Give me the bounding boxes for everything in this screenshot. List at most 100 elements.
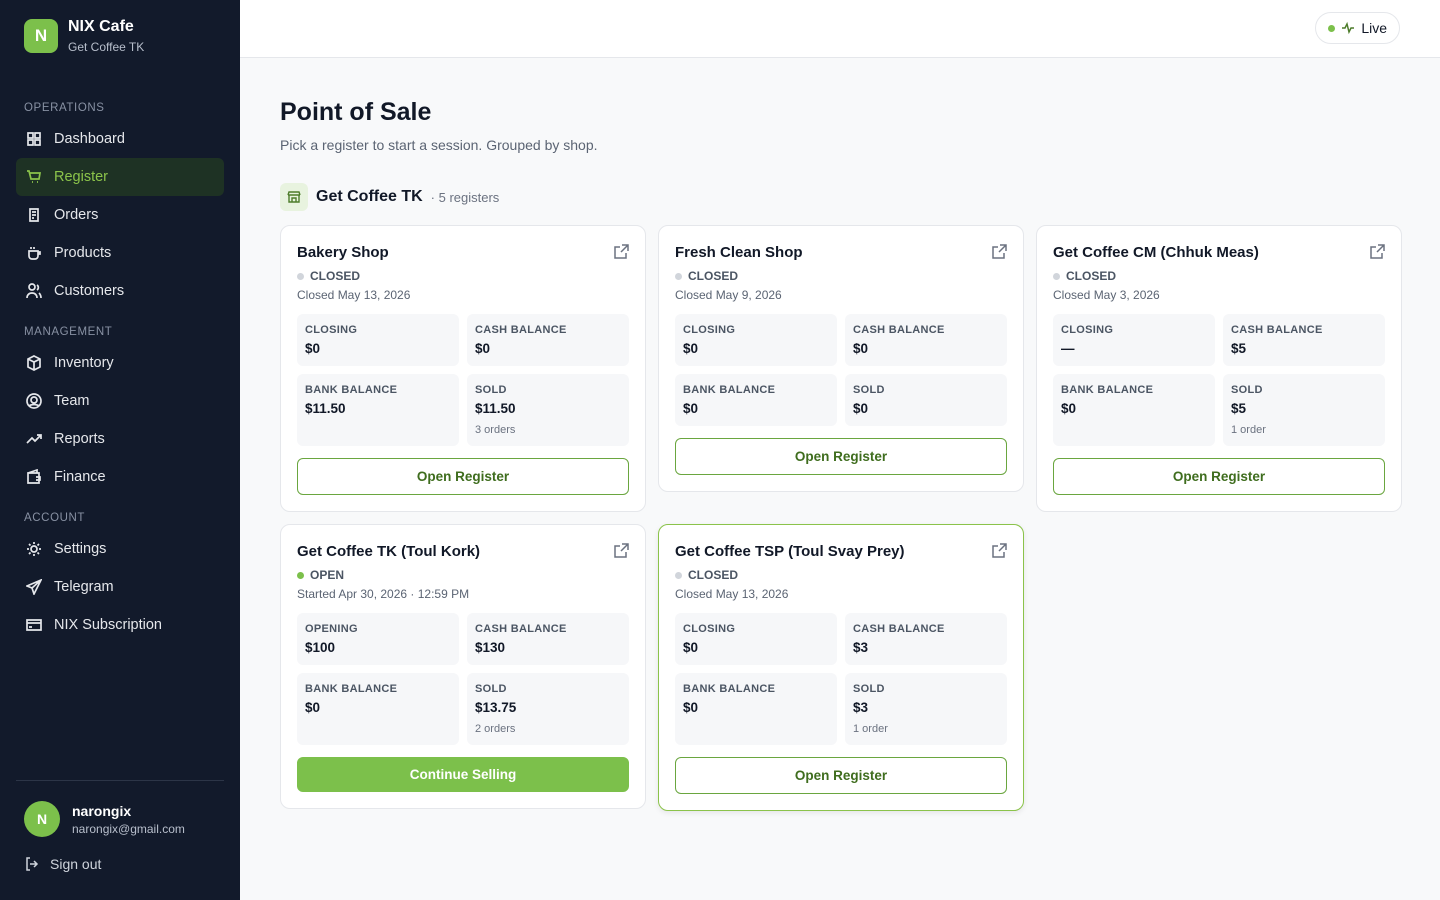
page-subtitle: Pick a register to start a session. Grou… (280, 137, 598, 153)
stat-value: $0 (683, 640, 699, 655)
stat-label: SOLD (853, 384, 885, 396)
shop-name: Get Coffee TK (316, 188, 423, 205)
external-link[interactable] (1370, 244, 1385, 264)
nav-item[interactable]: Register (16, 158, 224, 196)
register-name: Get Coffee CM (Chhuk Meas) (1053, 244, 1259, 261)
brand-text: NIX Cafe Get Coffee TK (68, 18, 144, 54)
stat-note: 1 order (1231, 424, 1266, 436)
stat-note: 2 orders (475, 723, 516, 735)
stat-value: $130 (475, 640, 506, 655)
status-label: CLOSED (688, 568, 739, 582)
stat-box: OPENING $100 (297, 613, 459, 665)
external-link[interactable] (614, 244, 629, 264)
stat-box: CLOSING — (1053, 314, 1215, 366)
stat-note: 3 orders (475, 424, 516, 436)
nav-icon (27, 132, 41, 146)
live-dot (1328, 24, 1336, 32)
nav-label: Orders (54, 207, 99, 223)
register-action[interactable]: Continue Selling (297, 757, 629, 792)
stat-value: $13.75 (475, 700, 517, 715)
nav-section-title: ACCOUNT (24, 512, 86, 524)
status-label: CLOSED (1066, 269, 1117, 283)
stat-label: CASH BALANCE (475, 623, 567, 635)
register-action[interactable]: Open Register (675, 438, 1007, 475)
nav-item[interactable]: Inventory (16, 344, 224, 382)
stat-box: CASH BALANCE $0 (845, 314, 1007, 366)
register-stats: OPENING $100 CASH BALANCE $130 BANK BALANCE $… (297, 613, 629, 745)
stat-value: $0 (683, 700, 699, 715)
stat-box: CLOSING $0 (297, 314, 459, 366)
status-dot (297, 272, 304, 280)
register-action[interactable]: Open Register (675, 757, 1007, 794)
live-status[interactable]: Live (1315, 12, 1400, 44)
external-link[interactable] (992, 244, 1007, 264)
stat-label: CASH BALANCE (475, 324, 567, 336)
sign-out-label: Sign out (50, 856, 102, 872)
register-card: Bakery Shop CLOSED Closed May 13, 2026 CLOS… (280, 225, 646, 512)
stat-label: SOLD (853, 683, 885, 695)
register-date: Started Apr 30, 2026 · 12:59 PM (297, 587, 470, 601)
nav-item[interactable]: Finance (16, 458, 224, 496)
nav-icon (26, 619, 42, 631)
register-action[interactable]: Open Register (1053, 458, 1385, 495)
stat-value: $0 (475, 341, 491, 356)
nav-icon (26, 434, 42, 444)
nav-label: Register (54, 169, 108, 185)
stat-value: $0 (305, 341, 321, 356)
user-name: narongix (72, 802, 132, 819)
external-link[interactable] (614, 543, 629, 563)
nav-label: Customers (54, 283, 125, 299)
stat-label: CASH BALANCE (1231, 324, 1323, 336)
register-card: Get Coffee TK (Toul Kork) OPEN Started Apr… (280, 524, 646, 809)
live-label: Live (1361, 20, 1387, 36)
external-link[interactable] (992, 543, 1007, 563)
pulse-icon (1342, 21, 1355, 35)
sign-out[interactable]: Sign out (24, 856, 101, 872)
nav-label: Dashboard (54, 131, 125, 147)
register-status: CLOSED (1053, 269, 1385, 283)
stat-value: — (1061, 341, 1075, 356)
stat-box: BANK BALANCE $0 (297, 673, 459, 745)
register-stats: CLOSING — CASH BALANCE $5 BANK BALANCE $0 SOLD… (1053, 314, 1385, 446)
brand-name: NIX Cafe (68, 18, 134, 35)
main: Point of Sale Pick a register to start a… (280, 98, 1402, 811)
stat-label: BANK BALANCE (305, 384, 398, 396)
nav-item[interactable]: Orders (16, 196, 224, 234)
nav-item[interactable]: Products (16, 234, 224, 272)
register-name: Get Coffee TSP (Toul Svay Prey) (675, 543, 905, 560)
nav-item[interactable]: Dashboard (16, 120, 224, 158)
nav-icon (29, 208, 39, 222)
stat-value: $0 (305, 700, 321, 715)
stat-label: CASH BALANCE (853, 324, 945, 336)
avatar: N (24, 801, 60, 837)
register-stats: CLOSING $0 CASH BALANCE $0 BANK BALANCE $11.5… (297, 314, 629, 446)
stat-note: 1 order (853, 723, 888, 735)
nav-item[interactable]: NIX Subscription (16, 606, 224, 644)
status-dot (675, 272, 682, 280)
stat-box: CASH BALANCE $0 (467, 314, 629, 366)
nav-item[interactable]: Settings (16, 530, 224, 568)
stat-value: $100 (305, 640, 336, 655)
stat-value: $11.50 (475, 401, 516, 416)
stat-box: BANK BALANCE $0 (1053, 374, 1215, 446)
nav-label: Inventory (54, 355, 114, 371)
nav-item[interactable]: Customers (16, 272, 224, 310)
register-action[interactable]: Open Register (297, 458, 629, 495)
nav-label: NIX Subscription (54, 617, 162, 633)
register-status: CLOSED (675, 568, 1007, 582)
stat-label: CLOSING (683, 324, 736, 336)
register-status: CLOSED (675, 269, 1007, 283)
nav: OPERATIONS Dashboard Register Orders Product… (16, 86, 224, 644)
register-name: Fresh Clean Shop (675, 244, 803, 261)
status-label: OPEN (310, 568, 345, 582)
stat-box: SOLD $3 1 order (845, 673, 1007, 745)
status-dot (675, 571, 682, 579)
nav-icon (26, 393, 42, 409)
register-status: CLOSED (297, 269, 629, 283)
nav-item[interactable]: Telegram (16, 568, 224, 606)
nav-item[interactable]: Reports (16, 420, 224, 458)
nav-item[interactable]: Team (16, 382, 224, 420)
register-grid: Bakery Shop CLOSED Closed May 13, 2026 CLOS… (280, 225, 1402, 811)
brand: N NIX Cafe Get Coffee TK (24, 18, 144, 54)
stat-label: BANK BALANCE (683, 683, 776, 695)
